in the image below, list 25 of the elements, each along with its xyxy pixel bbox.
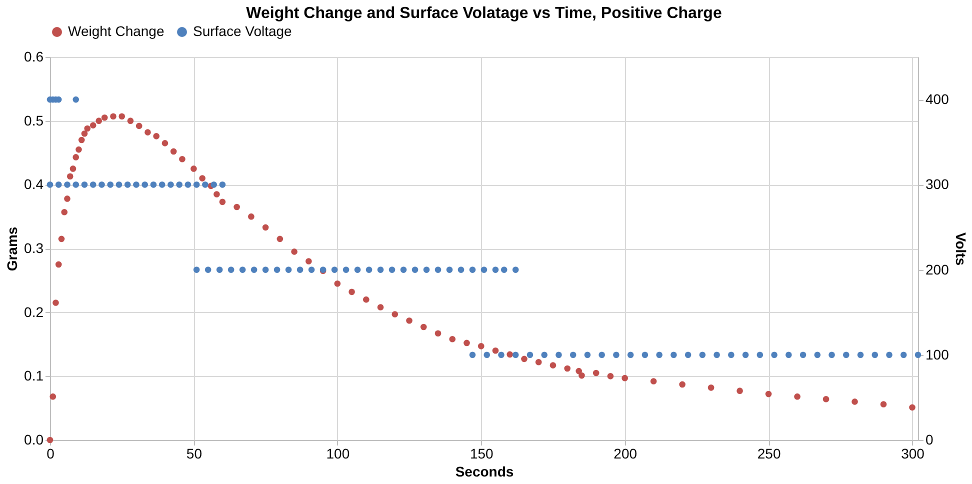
y2-tick-label: 300 [926, 176, 950, 192]
legend-label: Weight Change [68, 23, 164, 39]
y2-tick-label: 400 [926, 91, 950, 108]
y-axis-title: Grams [4, 226, 20, 272]
chart-title: Weight Change and Surface Volatage vs Time, Positive Charge [246, 5, 722, 22]
legend-label: Surface Voltage [193, 23, 292, 39]
x-tick-label: 0 [46, 446, 55, 462]
y2-tick-label: 0 [926, 432, 934, 448]
x-tick-label: 50 [186, 446, 202, 462]
y-tick-label: 0.5 [24, 112, 44, 128]
x-tick-label: 200 [614, 446, 638, 462]
y-tick-label: 0.4 [24, 176, 44, 192]
y-tick-label: 0.2 [24, 304, 44, 320]
y2-tick-label: 200 [926, 261, 950, 278]
y2-tick-label: 100 [926, 346, 950, 362]
x-tick-label: 100 [326, 446, 350, 462]
x-tick-label: 300 [901, 446, 925, 462]
y-tick-label: 0.6 [24, 48, 44, 64]
y-tick-label: 0.1 [24, 368, 44, 384]
x-tick-label: 250 [757, 446, 781, 462]
x-axis-title: Seconds [455, 464, 514, 480]
y2-axis-title: Volts [952, 232, 969, 266]
y-tick-label: 0.3 [24, 240, 44, 256]
y-tick-label: 0.0 [24, 432, 44, 448]
x-tick-label: 150 [470, 446, 494, 462]
